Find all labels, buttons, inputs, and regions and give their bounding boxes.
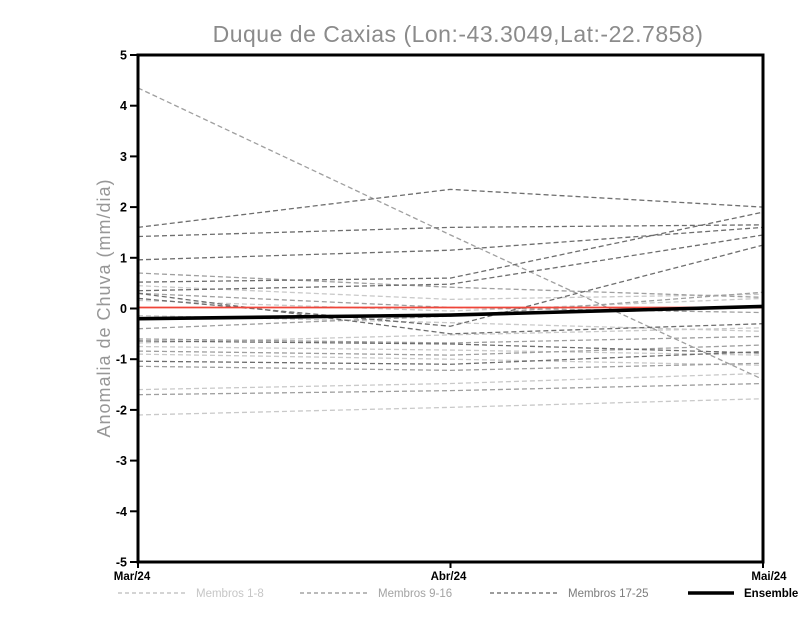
y-tick-label: 5 [120, 49, 127, 63]
legend-label: Membros 17-25 [568, 588, 649, 600]
member-line [137, 224, 764, 238]
member-line [137, 188, 764, 229]
legend: Membros 1-8 Membros 9-16 Membros 17-25 Ense… [118, 588, 800, 600]
member-line [137, 353, 764, 366]
y-tick-label: -2 [116, 403, 127, 417]
chart-title: Duque de Caxias (Lon:-43.3049,Lat:-22.78… [213, 21, 704, 47]
member-line [137, 285, 764, 301]
y-tick-label: 3 [120, 150, 127, 164]
y-tick-label: -5 [116, 556, 127, 570]
legend-label: Ensemble Mean [744, 588, 800, 600]
member-line [137, 398, 764, 416]
member-line [137, 272, 764, 298]
member-line [137, 344, 764, 356]
y-tick-label: 2 [120, 201, 127, 215]
ensemble-mean-line [137, 304, 764, 321]
y-axis-ticks: 5 4 3 2 1 0 -1 -2 -3 -4 -5 [116, 49, 138, 570]
legend-label: Membros 9-16 [378, 588, 452, 600]
member-line [137, 335, 764, 344]
plot-frame [136, 53, 765, 564]
member-line [137, 340, 764, 354]
y-tick-label: -1 [116, 353, 127, 367]
member-line [137, 226, 764, 261]
member-line [137, 234, 764, 292]
legend-label: Membros 1-8 [196, 588, 264, 600]
x-tick-label: Mai/24 [751, 571, 787, 583]
member-line [137, 345, 764, 356]
member-line [137, 382, 764, 396]
series-lines [137, 87, 764, 416]
member-line [137, 362, 764, 372]
member-line [137, 327, 764, 344]
x-tick-label: Abr/24 [431, 571, 467, 583]
x-tick-label: Mar/24 [114, 571, 151, 583]
x-axis-ticks: Mar/24 Abr/24 Mai/24 [114, 562, 787, 583]
y-axis-label: Anomalia de Chuva (mm/dia) [94, 178, 114, 437]
y-tick-label: 4 [120, 99, 127, 113]
member-line [137, 87, 764, 381]
member-line [137, 297, 764, 312]
y-tick-label: 0 [120, 302, 127, 316]
member-line [137, 372, 764, 391]
member-line [137, 211, 764, 283]
y-tick-label: -4 [116, 505, 127, 519]
y-tick-label: -3 [116, 454, 127, 468]
member-line [137, 350, 764, 365]
y-tick-label: 1 [120, 251, 127, 265]
